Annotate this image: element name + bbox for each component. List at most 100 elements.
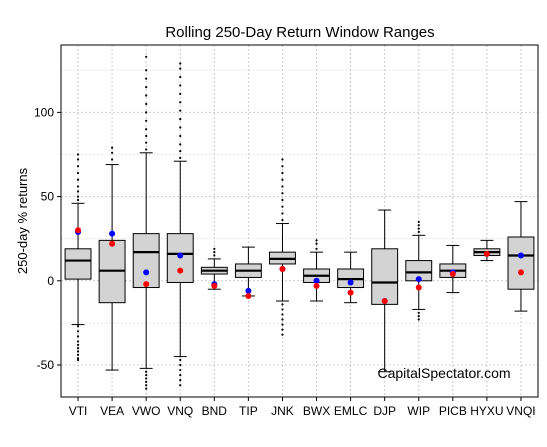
red-marker	[279, 266, 286, 272]
box-iqr	[132, 233, 160, 289]
grid	[61, 45, 538, 397]
outlier-point	[145, 119, 148, 122]
x-tick-label: BWX	[303, 404, 330, 418]
blue-marker	[143, 269, 150, 276]
x-tick-label: TIP	[239, 404, 258, 418]
outlier-point	[76, 171, 80, 175]
box-vnqi	[507, 201, 535, 312]
red-marker	[245, 292, 252, 299]
box-iqr	[507, 236, 535, 290]
outlier-point	[281, 318, 284, 321]
outlier-point	[145, 111, 148, 114]
x-tick-label: JNK	[271, 404, 294, 418]
outlier-point	[145, 134, 148, 138]
outlier-point	[76, 190, 80, 193]
y-tick-label: 0	[47, 274, 54, 288]
outlier-point	[179, 75, 182, 79]
chart-title: Rolling 250-Day Return Window Ranges	[165, 24, 434, 41]
outlier-point	[281, 323, 284, 326]
outlier-point	[145, 377, 148, 380]
outlier-point	[281, 313, 284, 316]
outlier-point	[315, 247, 318, 250]
boxes	[64, 55, 535, 390]
outlier-point	[281, 328, 284, 331]
outlier-point	[179, 67, 182, 70]
outlier-point	[76, 165, 80, 168]
outlier-point	[145, 387, 148, 390]
blue-marker	[313, 277, 320, 284]
outlier-point	[179, 363, 182, 367]
x-tick-label: VWO	[132, 404, 161, 418]
outlier-point	[179, 150, 182, 153]
outlier-point	[76, 343, 80, 346]
outlier-point	[76, 350, 80, 353]
box-iqr	[64, 248, 92, 280]
outlier-point	[179, 109, 182, 112]
x-axis: VTI VEA VWO VNQ BND TIP JNK BWX EMLC DJP WIP PICB HY…	[69, 397, 536, 418]
box-bnd	[200, 247, 228, 290]
box-vti	[64, 153, 92, 362]
outlier-point	[417, 311, 420, 314]
outlier-point	[145, 148, 148, 151]
outlier-point	[281, 333, 284, 336]
outlier-point	[76, 353, 80, 356]
red-marker	[415, 284, 422, 291]
outlier-point	[145, 380, 148, 383]
outlier-point	[111, 151, 114, 154]
plot-frame	[60, 44, 539, 398]
outlier-point	[76, 158, 80, 161]
box-emlc	[337, 251, 365, 304]
red-marker	[483, 250, 490, 257]
outlier-point	[145, 374, 148, 377]
x-tick-label: DJP	[373, 404, 396, 418]
outlier-point	[145, 128, 148, 131]
box-bwx	[303, 239, 330, 302]
outlier-point	[281, 198, 284, 202]
outlier-point	[179, 62, 182, 65]
blue-marker	[517, 252, 524, 259]
red-marker	[75, 227, 82, 234]
y-axis-label: 250-day % returns	[15, 167, 30, 274]
outlier-point	[179, 118, 182, 121]
outlier-point	[281, 165, 284, 168]
outlier-point	[281, 303, 284, 306]
box-vea	[98, 146, 126, 371]
outlier-point	[76, 325, 80, 328]
red-marker	[449, 271, 456, 278]
watermark: CapitalSpectator.com	[377, 365, 510, 381]
outlier-point	[145, 141, 148, 144]
outlier-point	[76, 340, 80, 343]
outlier-point	[417, 230, 420, 234]
box-djp	[371, 209, 399, 373]
outlier-point	[179, 374, 182, 377]
box-vwo	[132, 55, 160, 390]
outlier-point	[281, 219, 284, 222]
outlier-point	[417, 224, 420, 227]
blue-marker	[245, 287, 252, 294]
box-hyxu	[473, 239, 501, 262]
outlier-point	[179, 368, 182, 372]
outlier-point	[417, 220, 420, 223]
x-tick-label: VNQ	[167, 404, 193, 418]
outlier-point	[76, 195, 80, 198]
outlier-point	[179, 134, 182, 138]
outlier-point	[179, 84, 182, 87]
blue-marker	[109, 230, 116, 237]
outlier-point	[111, 146, 114, 149]
outlier-point	[76, 335, 80, 338]
outlier-point	[76, 330, 80, 333]
blue-marker	[415, 276, 422, 283]
x-tick-label: EMLC	[334, 404, 368, 418]
blue-marker	[347, 279, 354, 286]
red-marker	[347, 289, 354, 296]
outlier-point	[213, 251, 216, 254]
y-tick-label: 100	[34, 105, 54, 119]
outlier-point	[417, 227, 420, 230]
outlier-point	[281, 212, 284, 215]
outlier-point	[145, 370, 148, 373]
x-tick-label: HYXU	[470, 404, 503, 418]
box-jnk	[269, 158, 296, 336]
outlier-point	[145, 102, 148, 106]
x-tick-label: WIP	[407, 404, 430, 418]
